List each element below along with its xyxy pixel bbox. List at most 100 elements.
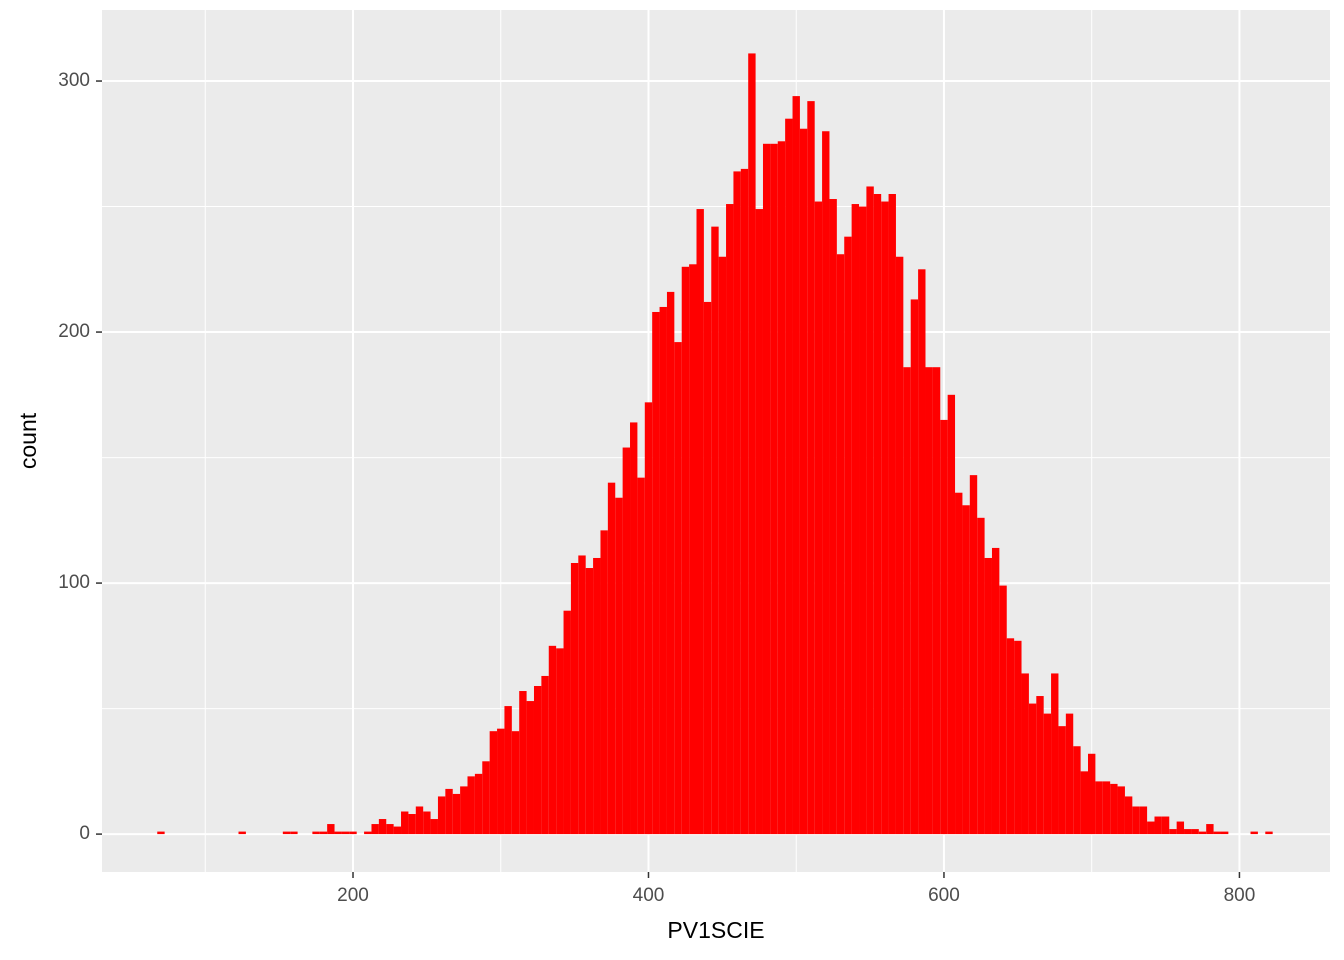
bar	[873, 193, 882, 835]
bar	[341, 831, 350, 835]
bar	[282, 831, 291, 835]
bar	[541, 675, 549, 835]
x-tick-label: 200	[337, 885, 369, 906]
bar	[674, 342, 682, 835]
bar	[1043, 713, 1052, 835]
bar	[497, 728, 505, 835]
bar	[977, 517, 985, 835]
bar	[1250, 831, 1258, 835]
bar	[585, 568, 594, 835]
bar	[1191, 829, 1199, 835]
bar	[866, 186, 874, 835]
bar	[570, 562, 579, 835]
bar	[969, 475, 978, 835]
bar	[238, 831, 246, 835]
bar	[740, 168, 749, 835]
bar	[733, 171, 741, 835]
bar	[836, 254, 845, 835]
bar	[1110, 783, 1118, 835]
bar	[408, 814, 416, 835]
bar	[371, 824, 379, 835]
bar	[718, 256, 727, 835]
bar	[1065, 713, 1074, 835]
bar	[1080, 771, 1089, 835]
bar	[689, 264, 697, 835]
y-tick-label: 200	[58, 321, 90, 342]
bar	[666, 291, 675, 835]
bar	[504, 706, 512, 835]
bar	[1169, 829, 1177, 835]
bar	[859, 206, 867, 835]
bar	[467, 776, 475, 835]
bar	[881, 201, 889, 835]
y-tick-label: 100	[58, 572, 90, 593]
bar	[312, 831, 320, 835]
bar	[807, 101, 815, 835]
bar	[792, 96, 800, 835]
bar	[415, 806, 424, 835]
bar	[822, 131, 830, 835]
bar	[888, 193, 896, 835]
x-tick-label: 600	[928, 885, 960, 906]
bar	[814, 201, 823, 835]
bar	[290, 831, 298, 835]
bar	[378, 819, 387, 835]
bar	[726, 204, 734, 835]
bar	[1198, 831, 1207, 835]
bar	[1073, 746, 1081, 835]
bar	[386, 824, 394, 835]
bar	[955, 492, 963, 835]
bar	[578, 555, 586, 835]
bar	[445, 788, 453, 835]
bar	[1132, 806, 1140, 835]
bar	[533, 685, 542, 835]
bar	[910, 299, 919, 835]
bar	[1102, 781, 1111, 835]
bar	[615, 497, 623, 835]
bar	[1176, 821, 1185, 835]
bar	[1124, 796, 1133, 835]
bar	[423, 811, 431, 835]
bar	[984, 557, 992, 835]
y-tick-label: 0	[79, 823, 90, 844]
bar	[652, 311, 660, 835]
bar	[1021, 673, 1029, 835]
bar	[903, 367, 911, 835]
bar	[511, 731, 520, 835]
bar	[829, 199, 837, 835]
bar	[1147, 821, 1155, 835]
bar	[711, 226, 719, 835]
bar	[460, 786, 468, 835]
bar	[327, 824, 335, 835]
bar	[940, 419, 948, 835]
bar	[401, 811, 409, 835]
bar	[1088, 753, 1096, 835]
bar	[630, 422, 638, 835]
bar	[1095, 781, 1103, 835]
bar	[962, 505, 970, 835]
bar	[1117, 786, 1125, 835]
bar	[1028, 703, 1037, 835]
bar	[334, 831, 342, 835]
bar	[430, 819, 438, 835]
bar	[600, 530, 608, 835]
bar	[349, 831, 357, 835]
bar	[556, 648, 564, 835]
bar	[844, 236, 852, 835]
bar	[1184, 829, 1192, 835]
bar	[659, 306, 667, 835]
bar	[1014, 640, 1022, 835]
y-tick-label: 300	[58, 70, 90, 91]
bars	[157, 53, 1273, 835]
bar	[393, 826, 402, 835]
bar	[799, 128, 808, 835]
x-axis-label: PV1SCIE	[667, 917, 764, 943]
bar	[364, 831, 372, 835]
bar	[762, 143, 771, 835]
bar	[489, 731, 498, 835]
bar	[999, 585, 1007, 835]
bar	[918, 269, 926, 835]
bar	[755, 209, 763, 835]
bar	[1036, 696, 1044, 835]
